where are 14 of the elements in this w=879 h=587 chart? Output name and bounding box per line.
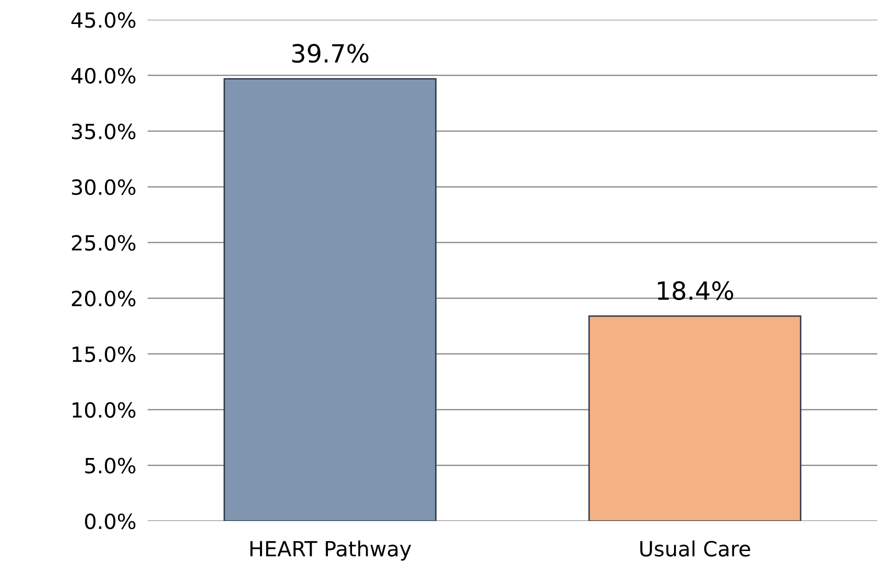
y-tick-label: 20.0% xyxy=(72,290,136,306)
data-label: 39.7% xyxy=(292,44,368,63)
y-tick-label: 45.0% xyxy=(71,12,136,28)
y-tick-label: 5.0% xyxy=(85,458,136,474)
y-tick-label: 25.0% xyxy=(72,234,136,251)
x-tick-label: HEART Pathway xyxy=(250,540,412,561)
y-tick-label: 10.0% xyxy=(72,402,136,418)
y-tick-label: 0.0% xyxy=(85,513,136,530)
y-tick-label: 30.0% xyxy=(72,179,136,196)
data-label: 18.4% xyxy=(658,281,734,300)
y-tick-label: 35.0% xyxy=(72,124,136,140)
y-tick-label: 15.0% xyxy=(72,346,136,362)
y-tick-label: 40.0% xyxy=(71,68,136,84)
x-tick-label: Usual Care xyxy=(640,540,750,557)
